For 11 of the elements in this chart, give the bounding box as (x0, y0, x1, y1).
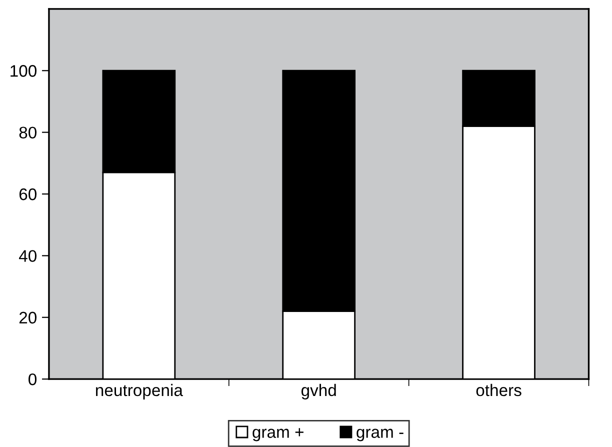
y-tick-label: 20 (19, 312, 37, 324)
x-tick-label: neutropenia (96, 384, 183, 400)
y-tick-label: 0 (28, 373, 37, 386)
y-tick-label: 100 (10, 65, 37, 77)
y-tick-label: 60 (19, 188, 37, 200)
legend-label: gram + (252, 428, 304, 442)
y-tick-label: 40 (19, 250, 37, 262)
legend-label: gram - (356, 428, 404, 442)
x-tick-label: gvhd (301, 384, 336, 400)
y-tick-label: 80 (19, 126, 37, 139)
x-tick-label: others (476, 384, 522, 396)
